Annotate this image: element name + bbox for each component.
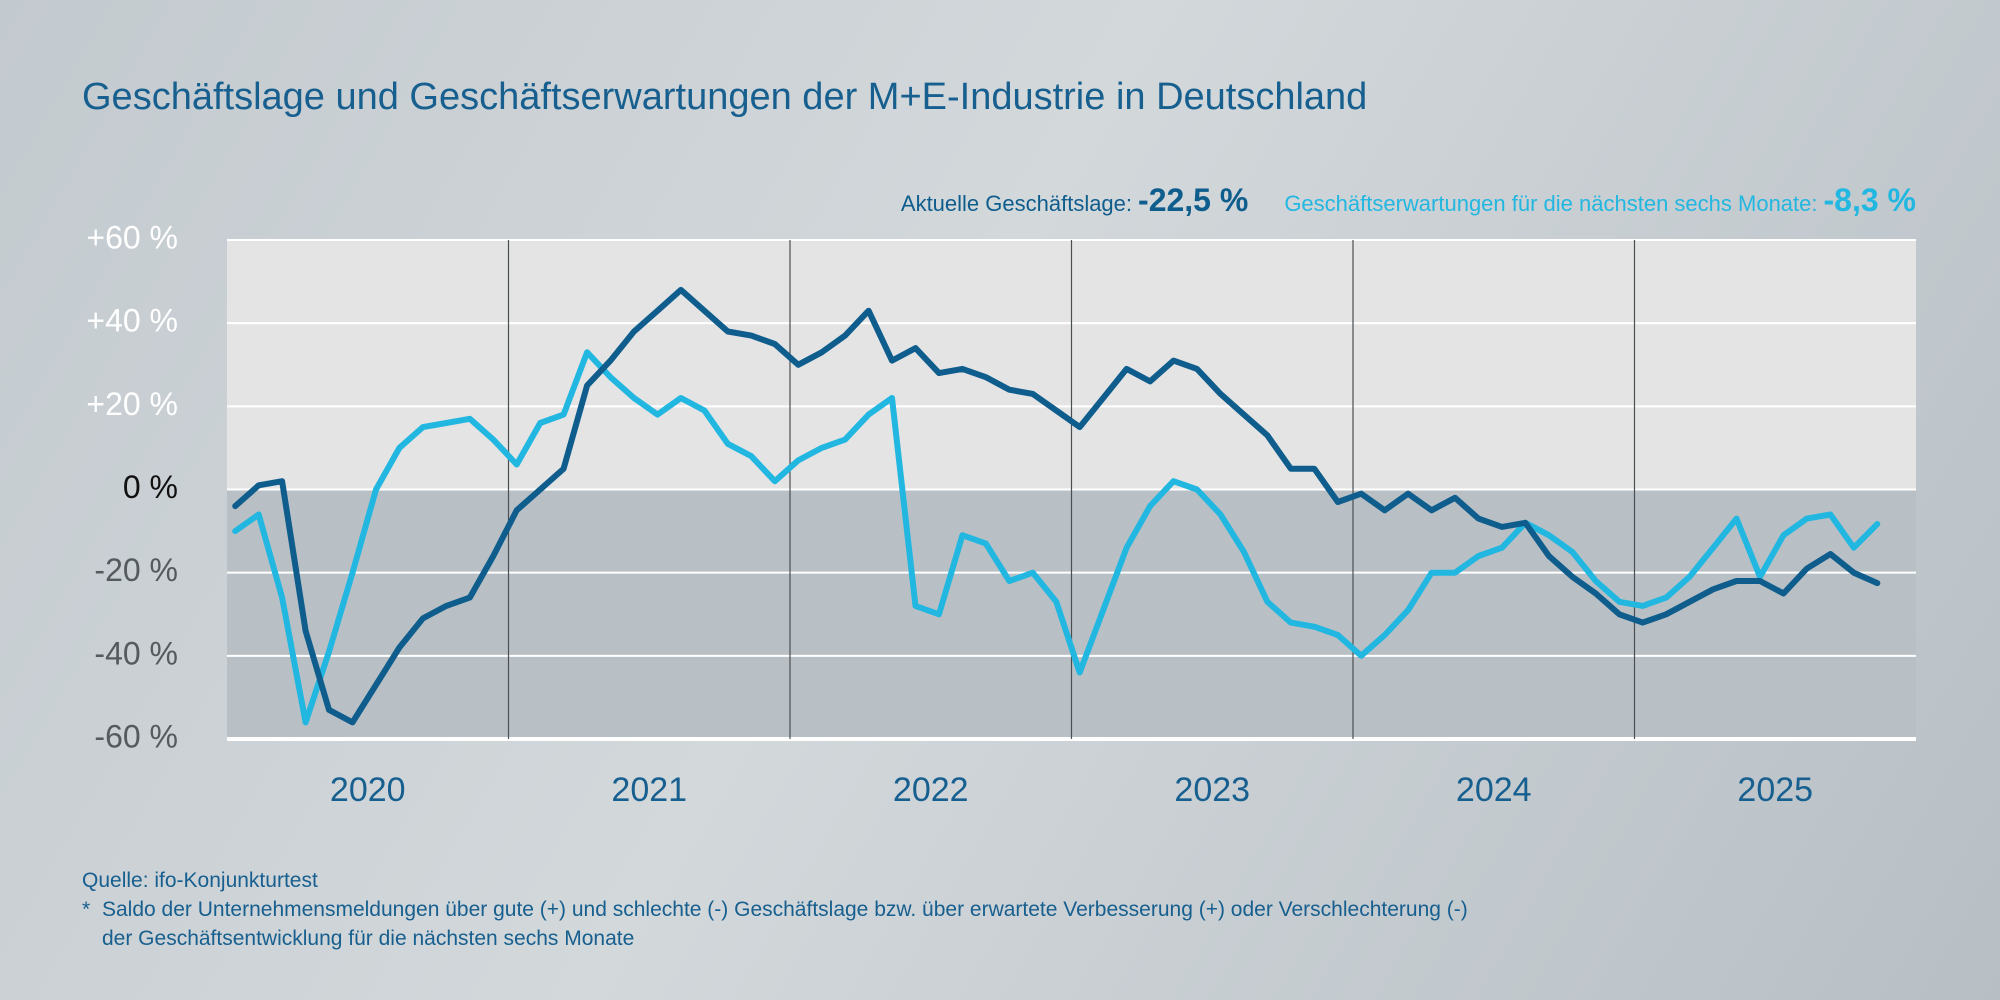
chart-title: Geschäftslage und Geschäftserwartungen d… <box>82 76 1368 118</box>
x-tick-label: 2023 <box>1174 771 1250 809</box>
footnote-text: Saldo der Unternehmensmeldungen über gut… <box>102 895 1468 953</box>
legend-item: Geschäftserwartungen für die nächsten se… <box>1284 182 1916 218</box>
x-tick-label: 2025 <box>1737 771 1813 809</box>
legend-label: Aktuelle Geschäftslage: <box>900 191 1133 216</box>
x-tick-label: 2022 <box>893 771 969 809</box>
footnote: * Saldo der Unternehmensmeldungen über g… <box>82 895 1468 953</box>
y-tick-label: +40 % <box>86 303 178 339</box>
footer: Quelle: ifo-Konjunkturtest * Saldo der U… <box>82 866 1468 953</box>
legend-latest-value: -22,5 % <box>1138 182 1249 218</box>
legend: Aktuelle Geschäftslage: -22,5 % Geschäftse… <box>865 182 1916 219</box>
y-tick-label: +60 % <box>86 219 178 255</box>
y-tick-label: -40 % <box>94 635 178 671</box>
x-tick-label: 2021 <box>611 771 687 809</box>
legend-latest-value: -8,3 % <box>1823 182 1916 218</box>
footnote-line: der Geschäftsentwicklung für die nächste… <box>102 927 635 950</box>
footnote-line: Saldo der Unternehmensmeldungen über gut… <box>102 898 1468 921</box>
legend-item: Aktuelle Geschäftslage: -22,5 % <box>900 182 1248 218</box>
legend-label: Geschäftserwartungen für die nächsten se… <box>1284 191 1818 216</box>
source: Quelle: ifo-Konjunkturtest <box>82 869 318 892</box>
series-line <box>232 349 1881 726</box>
y-tick-label: -20 % <box>94 552 178 588</box>
x-tick-label: 2024 <box>1456 771 1532 809</box>
y-tick-label: -60 % <box>94 718 178 754</box>
series-line <box>232 286 1881 726</box>
footnote-marker: * <box>82 898 91 921</box>
y-tick-label: 0 % <box>123 469 178 505</box>
y-tick-label: +20 % <box>86 386 178 422</box>
x-tick-label: 2020 <box>330 771 406 809</box>
